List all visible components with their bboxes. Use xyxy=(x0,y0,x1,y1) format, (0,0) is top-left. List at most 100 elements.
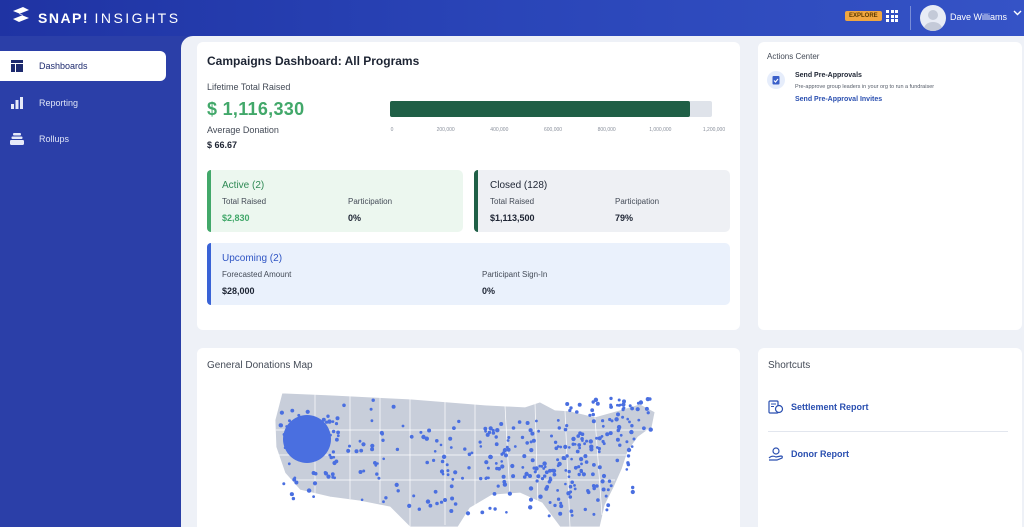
donation-dot xyxy=(522,454,527,459)
progress-fill xyxy=(390,101,690,117)
upcoming-campaigns-card[interactable] xyxy=(207,243,730,305)
donation-dot xyxy=(570,514,574,517)
donation-dot xyxy=(396,489,400,493)
closed-title: Closed (128) xyxy=(490,180,548,191)
donation-dot xyxy=(601,424,605,428)
donation-dot xyxy=(578,446,581,450)
donation-dot xyxy=(290,492,294,497)
closed-total-label: Total Raised xyxy=(490,197,535,206)
donation-dot xyxy=(327,419,332,424)
donation-dot xyxy=(478,440,482,444)
donation-dot xyxy=(511,426,516,430)
donation-dot xyxy=(502,448,507,453)
shortcut-donor-report[interactable]: Donor Report xyxy=(768,447,849,461)
sidebar-item-label: Rollups xyxy=(39,134,70,144)
apps-grid-icon[interactable] xyxy=(886,10,898,22)
avatar[interactable] xyxy=(920,5,946,31)
donation-dot xyxy=(425,499,431,504)
donation-dot xyxy=(487,476,490,480)
donation-dot xyxy=(583,454,588,459)
donation-dot xyxy=(491,428,495,432)
explore-badge[interactable]: EXPLORE xyxy=(845,11,882,21)
donation-dot xyxy=(511,474,516,479)
closed-total-value: $1,113,500 xyxy=(490,213,535,223)
donation-dot xyxy=(360,498,364,502)
donation-dot xyxy=(577,472,581,477)
donation-dot xyxy=(433,450,437,453)
progress-tick-label: 800,000 xyxy=(597,127,616,133)
donation-dot xyxy=(575,410,579,414)
donation-dot xyxy=(279,410,284,415)
donation-dot xyxy=(571,436,576,442)
donation-dot xyxy=(595,401,600,406)
donation-dot xyxy=(501,474,506,479)
donation-dot xyxy=(592,463,596,467)
donation-dot xyxy=(631,485,635,490)
donation-dot xyxy=(556,497,561,501)
donation-dot xyxy=(642,426,646,431)
donation-dot xyxy=(583,442,586,446)
shortcut-settlement-report[interactable]: Settlement Report xyxy=(768,400,869,414)
donation-dot xyxy=(484,477,488,480)
donation-dot xyxy=(381,438,385,442)
donation-dot xyxy=(334,422,339,426)
us-donations-map[interactable] xyxy=(270,385,670,527)
donation-dot xyxy=(577,443,582,447)
donation-dot xyxy=(569,406,573,410)
donation-dot xyxy=(524,471,529,477)
donation-dot xyxy=(449,484,454,489)
donation-dot xyxy=(348,444,351,448)
donation-dot xyxy=(588,413,592,417)
donation-dot xyxy=(540,464,544,468)
donation-dot xyxy=(610,419,614,423)
donation-dot xyxy=(531,438,536,443)
actions-center-title: Actions Center xyxy=(767,52,820,61)
donation-dot xyxy=(626,462,631,467)
donation-dot xyxy=(500,464,505,469)
donation-dot xyxy=(428,503,433,508)
donation-dot xyxy=(569,509,574,514)
donation-dot xyxy=(530,458,535,463)
donation-dot xyxy=(521,466,525,469)
donation-dot xyxy=(421,434,426,440)
donation-dot xyxy=(616,412,620,417)
send-pre-approval-link[interactable]: Send Pre-Approval Invites xyxy=(795,96,883,103)
donation-dot xyxy=(452,426,456,430)
donation-dot xyxy=(417,507,421,511)
donation-dot xyxy=(579,468,583,473)
active-campaigns-card[interactable] xyxy=(207,170,463,232)
donation-dot xyxy=(573,487,577,491)
donation-dot xyxy=(648,427,653,432)
donation-dot xyxy=(600,479,605,484)
donation-dot xyxy=(371,398,375,402)
sidebar-item-dashboards[interactable]: Dashboards xyxy=(0,51,166,81)
donation-dot xyxy=(558,511,563,516)
donation-dot xyxy=(565,424,569,428)
sidebar-item-rollups[interactable]: Rollups xyxy=(0,124,166,154)
donation-dot xyxy=(583,507,587,512)
donation-dot xyxy=(330,472,335,477)
donation-dot xyxy=(496,484,500,488)
donation-dot xyxy=(630,406,634,411)
donation-dot xyxy=(504,453,508,458)
chevron-down-icon[interactable] xyxy=(1013,8,1022,20)
donation-dot xyxy=(592,512,596,516)
logo-text: SNAP! INSIGHTS xyxy=(38,10,181,26)
closed-campaigns-card[interactable] xyxy=(474,170,730,232)
user-name[interactable]: Dave Williams xyxy=(950,12,1008,22)
donation-dot xyxy=(292,477,297,482)
donation-dot xyxy=(544,470,549,475)
donation-dot xyxy=(597,450,601,454)
donation-dot xyxy=(584,460,589,464)
shortcuts-title: Shortcuts xyxy=(768,360,811,371)
app-logo[interactable]: SNAP! INSIGHTS xyxy=(10,6,181,29)
donation-dot xyxy=(359,448,364,453)
stack-icon xyxy=(10,132,24,146)
donation-dot xyxy=(282,482,286,486)
donation-dot xyxy=(625,440,629,444)
donation-dot xyxy=(441,454,447,459)
sidebar: Dashboards Reporting Rollups xyxy=(0,36,180,527)
sidebar-item-reporting[interactable]: Reporting xyxy=(0,88,166,118)
donation-cluster-large[interactable] xyxy=(283,415,331,463)
donation-dot xyxy=(484,460,489,465)
